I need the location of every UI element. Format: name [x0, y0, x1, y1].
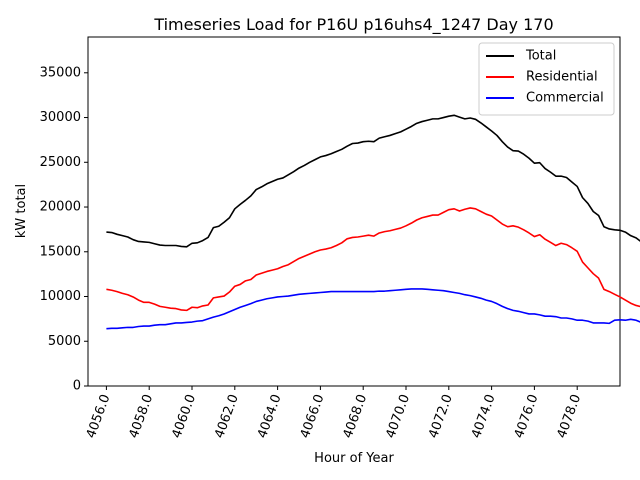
series-lines	[106, 114, 640, 330]
plot-frame	[87, 36, 621, 387]
y-tick-label: 10000	[40, 289, 81, 304]
legend-label-total: Total	[525, 49, 556, 64]
legend: Total Residential Commercial	[478, 42, 615, 116]
x-axis-label: Hour of Year	[314, 451, 394, 466]
chart-title: Timeseries Load for P16U p16uhs4_1247 Da…	[153, 15, 553, 35]
y-tick-label: 15000	[40, 244, 81, 259]
series-line-residential	[106, 207, 640, 312]
y-tick-label: 0	[73, 379, 81, 394]
y-tick-label: 20000	[40, 200, 81, 215]
y-tick-label: 25000	[40, 155, 81, 170]
y-axis-label: kW total	[14, 184, 29, 238]
y-tick-label: 30000	[40, 110, 81, 125]
y-axis: 0 5000 10000 15000 20000 25000 30000 35000	[40, 65, 88, 394]
legend-label-residential: Residential	[526, 70, 598, 85]
series-line-total	[106, 114, 640, 248]
y-tick-label: 35000	[40, 65, 81, 80]
y-tick-label: 5000	[48, 334, 81, 349]
series-line-commercial	[106, 288, 640, 330]
legend-label-commercial: Commercial	[526, 91, 604, 106]
